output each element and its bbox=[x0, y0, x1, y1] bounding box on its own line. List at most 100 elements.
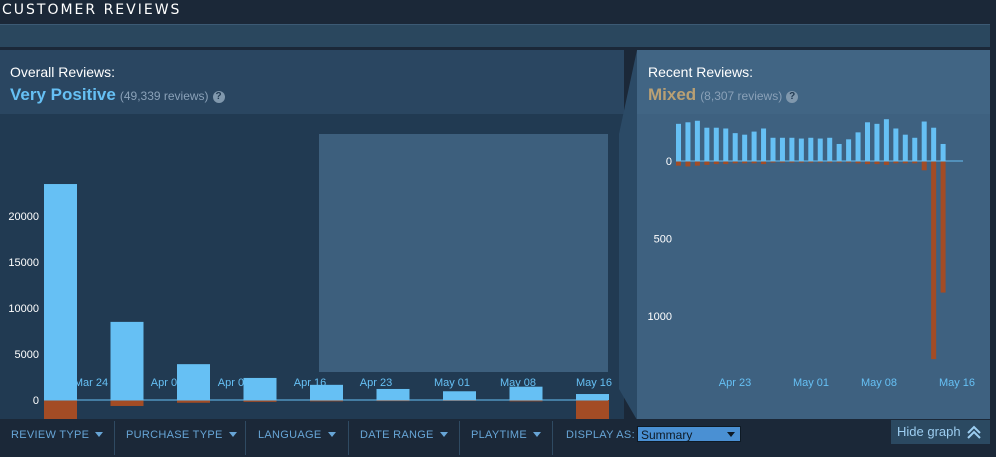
negative-bar[interactable] bbox=[846, 161, 852, 163]
positive-bar[interactable] bbox=[110, 321, 144, 400]
date-range-filter[interactable]: DATE RANGE bbox=[360, 429, 448, 441]
positive-bar[interactable] bbox=[789, 137, 795, 161]
positive-bar[interactable] bbox=[704, 127, 710, 161]
negative-bar[interactable] bbox=[770, 161, 776, 163]
negative-bar[interactable] bbox=[779, 161, 785, 163]
negative-bar[interactable] bbox=[902, 161, 908, 164]
selected-range-highlight[interactable] bbox=[319, 134, 608, 372]
x-tick-label: Apr 08 bbox=[218, 377, 250, 389]
negative-bar[interactable] bbox=[713, 161, 719, 165]
hide-graph-label[interactable]: Hide graph bbox=[897, 424, 961, 439]
negative-bar[interactable] bbox=[732, 161, 738, 164]
overall-rating[interactable]: Very Positive (49,339 reviews)? bbox=[10, 85, 225, 105]
negative-bar[interactable] bbox=[177, 400, 210, 403]
positive-bar[interactable] bbox=[931, 127, 937, 161]
purchase-type-label[interactable]: PURCHASE TYPE bbox=[126, 429, 223, 441]
recent-rating-text[interactable]: Mixed bbox=[648, 85, 697, 104]
positive-bar[interactable] bbox=[883, 119, 889, 161]
positive-bar[interactable] bbox=[509, 386, 543, 400]
positive-bar[interactable] bbox=[836, 143, 842, 161]
positive-bar[interactable] bbox=[808, 137, 814, 161]
negative-bar[interactable] bbox=[110, 400, 144, 406]
positive-bar[interactable] bbox=[713, 127, 719, 161]
review-type-label[interactable]: REVIEW TYPE bbox=[11, 429, 90, 441]
negative-bar[interactable] bbox=[376, 400, 410, 402]
positive-bar[interactable] bbox=[912, 137, 918, 161]
positive-bar[interactable] bbox=[177, 364, 210, 400]
positive-bar[interactable] bbox=[243, 377, 277, 400]
positive-bar[interactable] bbox=[798, 138, 804, 161]
positive-bar[interactable] bbox=[694, 120, 700, 161]
negative-bar[interactable] bbox=[751, 161, 757, 164]
negative-bar[interactable] bbox=[921, 161, 927, 171]
positive-bar[interactable] bbox=[921, 121, 927, 161]
negative-bar[interactable] bbox=[865, 161, 870, 165]
negative-bar[interactable] bbox=[883, 161, 889, 165]
display-as-select[interactable]: Summary bbox=[637, 426, 741, 442]
positive-bar[interactable] bbox=[576, 394, 609, 400]
positive-bar[interactable] bbox=[865, 122, 870, 161]
positive-bar[interactable] bbox=[770, 137, 776, 161]
negative-bar[interactable] bbox=[576, 400, 609, 420]
display-as-value[interactable]: Summary bbox=[641, 428, 693, 442]
positive-bar[interactable] bbox=[893, 128, 899, 161]
playtime-label[interactable]: PLAYTIME bbox=[471, 429, 527, 441]
positive-bar[interactable] bbox=[44, 184, 77, 400]
positive-bar[interactable] bbox=[732, 133, 738, 161]
positive-bar[interactable] bbox=[846, 139, 852, 161]
recent-rating[interactable]: Mixed (8,307 reviews)? bbox=[648, 85, 799, 105]
positive-bar[interactable] bbox=[817, 138, 823, 161]
negative-bar[interactable] bbox=[704, 161, 710, 165]
positive-bar[interactable] bbox=[685, 122, 691, 161]
positive-bar[interactable] bbox=[779, 137, 785, 161]
negative-bar[interactable] bbox=[874, 161, 880, 165]
negative-bar[interactable] bbox=[912, 161, 918, 164]
positive-bar[interactable] bbox=[310, 384, 343, 400]
negative-bar[interactable] bbox=[808, 161, 814, 163]
positive-bar[interactable] bbox=[902, 134, 908, 161]
negative-bar[interactable] bbox=[694, 161, 700, 166]
language-filter[interactable]: LANGUAGE bbox=[258, 429, 336, 441]
negative-bar[interactable] bbox=[817, 161, 823, 163]
negative-bar[interactable] bbox=[931, 161, 937, 360]
positive-bar[interactable] bbox=[940, 143, 946, 161]
negative-bar[interactable] bbox=[685, 161, 691, 167]
positive-bar[interactable] bbox=[443, 391, 476, 400]
positive-bar[interactable] bbox=[676, 123, 681, 161]
negative-bar[interactable] bbox=[798, 161, 804, 163]
negative-bar[interactable] bbox=[855, 161, 861, 164]
negative-bar[interactable] bbox=[723, 161, 729, 165]
negative-bar[interactable] bbox=[310, 400, 343, 402]
help-icon[interactable]: ? bbox=[786, 91, 799, 103]
date-range-label[interactable]: DATE RANGE bbox=[360, 429, 434, 441]
positive-bar[interactable] bbox=[827, 137, 833, 161]
negative-bar[interactable] bbox=[836, 161, 842, 163]
negative-bar[interactable] bbox=[940, 161, 946, 293]
negative-bar[interactable] bbox=[676, 161, 681, 166]
overall-rating-text[interactable]: Very Positive bbox=[10, 85, 116, 104]
hide-graph-button[interactable]: Hide graph bbox=[891, 420, 990, 444]
negative-bar[interactable] bbox=[827, 161, 833, 163]
positive-bar[interactable] bbox=[742, 134, 748, 161]
playtime-filter[interactable]: PLAYTIME bbox=[471, 429, 541, 441]
negative-bar[interactable] bbox=[761, 161, 767, 165]
recent-chart[interactable]: 0 500 1000 Apr 23 May 01 May 08 May 16 bbox=[637, 114, 990, 420]
caret-down-icon bbox=[439, 432, 448, 437]
negative-bar[interactable] bbox=[243, 400, 277, 402]
positive-bar[interactable] bbox=[751, 131, 757, 161]
negative-bar[interactable] bbox=[893, 161, 899, 164]
positive-bar[interactable] bbox=[855, 132, 861, 161]
purchase-type-filter[interactable]: PURCHASE TYPE bbox=[126, 429, 237, 441]
negative-bar[interactable] bbox=[509, 400, 543, 402]
language-label[interactable]: LANGUAGE bbox=[258, 429, 322, 441]
negative-bar[interactable] bbox=[789, 161, 795, 163]
help-icon[interactable]: ? bbox=[212, 91, 225, 103]
review-type-filter[interactable]: REVIEW TYPE bbox=[11, 429, 104, 441]
positive-bar[interactable] bbox=[874, 123, 880, 161]
negative-bar[interactable] bbox=[44, 400, 77, 420]
positive-bar[interactable] bbox=[376, 388, 410, 400]
overall-chart[interactable]: 0 5000 10000 15000 20000 Mar 24 Apr 01 Apr 08 Ap… bbox=[0, 114, 624, 420]
positive-bar[interactable] bbox=[761, 128, 767, 161]
negative-bar[interactable] bbox=[742, 161, 748, 164]
positive-bar[interactable] bbox=[723, 128, 729, 161]
